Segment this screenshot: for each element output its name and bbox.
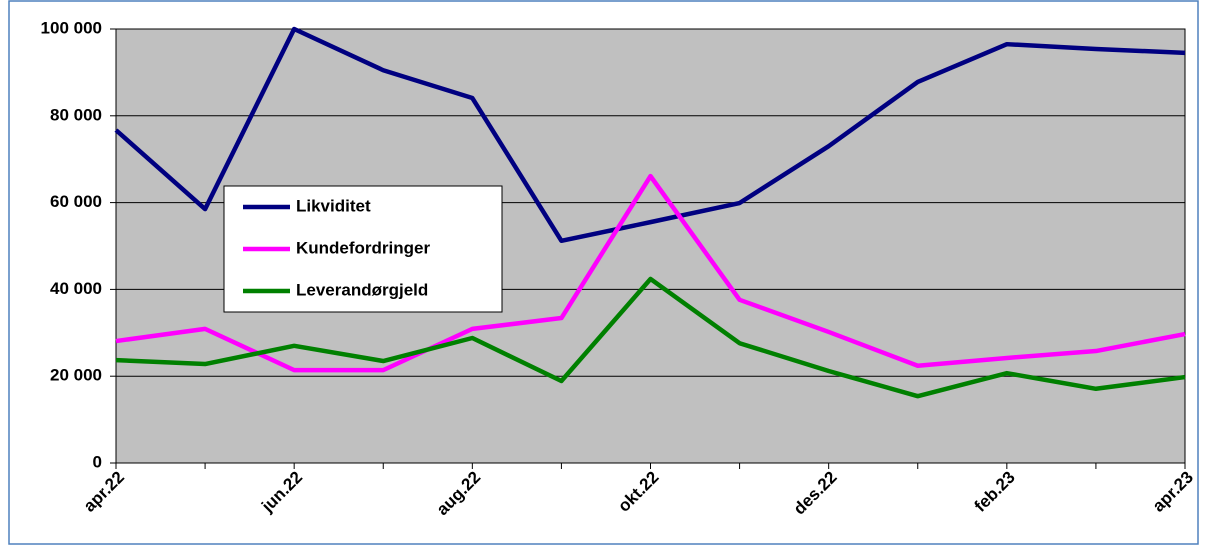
- x-tick-label: aug.22: [433, 468, 485, 520]
- frame: [8, 0, 1199, 545]
- series-line: [115, 173, 1186, 373]
- x-tick-label: des.22: [790, 468, 841, 519]
- y-tick-label: 80 000: [50, 105, 102, 124]
- legend: Likviditet Kundefordringer Leverandørgjeld: [223, 185, 503, 313]
- x-tick-label: feb.23: [971, 468, 1019, 516]
- y-tick-label: 60 000: [50, 192, 102, 211]
- series-line: [115, 276, 1186, 399]
- legend-label: Likviditet: [296, 196, 371, 215]
- legend-label: Kundefordringer: [296, 238, 430, 257]
- y-tick-label: 0: [93, 452, 102, 471]
- x-tick-label: apr.22: [80, 468, 128, 516]
- y-tick-label: 20 000: [50, 366, 102, 385]
- x-tick-label: okt.22: [614, 468, 662, 516]
- legend-label: Leverandørgjeld: [296, 280, 428, 299]
- x-tick-label: apr.23: [1149, 468, 1197, 516]
- y-tick-label: 40 000: [50, 279, 102, 298]
- series-line: [114, 26, 1186, 244]
- y-tick-label: 100 000: [41, 18, 102, 37]
- x-tick-label: jun.22: [257, 468, 306, 517]
